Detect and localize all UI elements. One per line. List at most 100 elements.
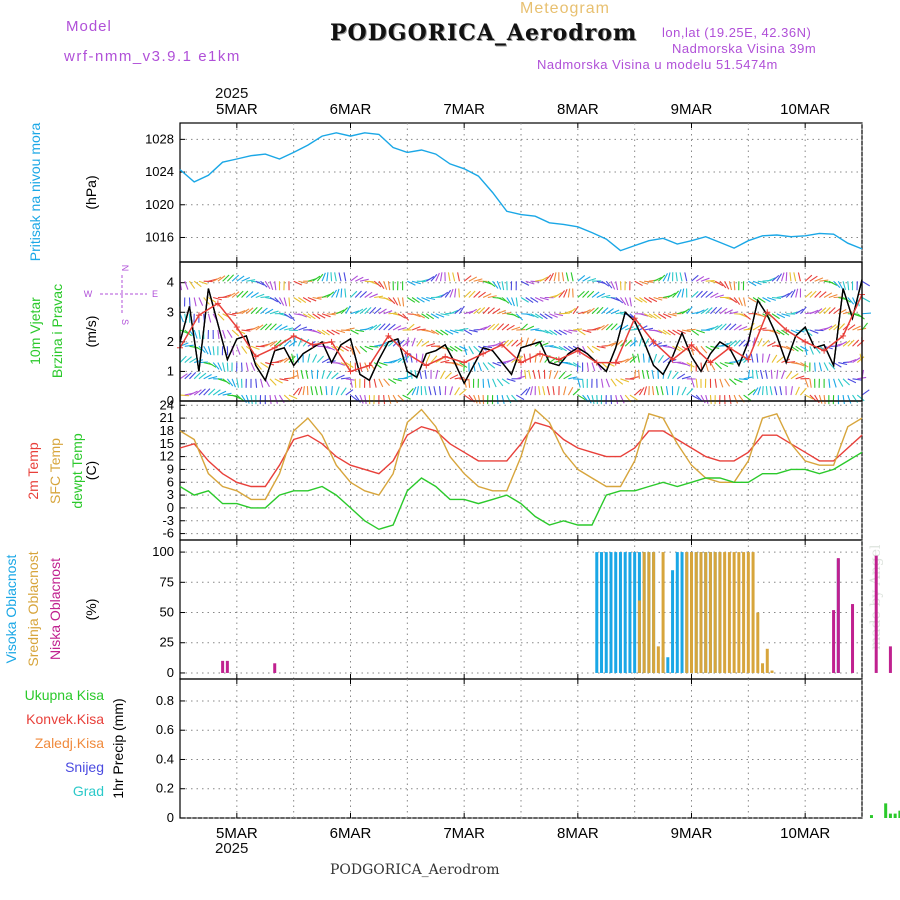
wind-arrow [444,329,454,335]
wind-arrow [326,329,335,336]
wind-arrow [833,343,843,347]
wind-arrow [482,324,492,331]
elevation-label: Nadmorska Visina 39m [672,41,817,56]
wind-arrow [610,378,617,387]
wind-arrow [653,329,663,334]
wind-arrow [544,274,552,282]
wind-arrow [751,369,754,379]
wind-arrow [296,369,299,379]
wind-arrow [757,327,767,331]
wind-arrow [397,326,407,331]
wind-arrow [227,292,236,298]
wind-arrow [520,388,528,396]
wind-arrow [856,356,865,363]
wind-arrow [511,297,515,307]
wind-arrow [307,353,311,363]
wind-arrow [539,313,548,320]
wind-arrow [416,328,426,331]
y-tick-label: 3 [167,487,174,502]
wind-arrow [354,308,364,315]
wind-arrow [454,288,457,298]
wind-arrow [473,394,478,404]
wind-arrow [463,275,472,282]
wind-arrow [615,297,624,304]
total_precip-bar [898,810,900,818]
wind-arrow [402,340,411,347]
wind-arrow [833,378,837,388]
y-tick-label: 2 [167,334,174,349]
wind-arrow [524,369,527,379]
wind-arrow [265,362,275,366]
y-tick-label: 12 [160,449,174,464]
wind-arrow [691,329,700,336]
panel-frame [179,539,863,680]
wind-arrow [260,296,270,299]
wind-arrow [776,273,783,282]
wind-arrow [774,386,778,396]
low_cloud-bar [888,646,892,673]
wind-arrow [624,297,629,307]
wind-arrow [591,291,600,298]
wind-arrow [610,395,613,405]
wind-arrow [264,308,274,315]
wind-arrow [610,309,620,315]
wind-arrow [586,290,595,298]
wind-arrow [449,386,454,396]
wind-arrow [269,378,277,386]
wind-arrow [534,296,544,302]
wind-arrow [752,337,756,347]
cloud-axis-label: Srednja Oblacnost [25,551,41,666]
wind-arrow [226,362,229,372]
wind-arrow [776,356,784,363]
wind-arrow [374,295,384,299]
temp2m-line [179,421,863,488]
wind-arrow [615,378,624,385]
wind-arrow [458,305,465,315]
wind-arrow [539,353,544,363]
wind-arrow [425,354,431,363]
wind-arrow [217,390,227,396]
wind-arrow [188,297,191,307]
wind-arrow [406,323,415,331]
wind-arrow [300,369,304,379]
wind-arrow [729,340,737,347]
y-tick-label: 0 [167,810,174,825]
wind-arrow [728,281,733,291]
wind-arrow [530,280,540,283]
wind-arrow [653,342,663,347]
wind-arrow [207,346,212,356]
wind-arrow [573,328,583,331]
wind-arrow [373,323,382,331]
high_cloud-bar [595,552,599,673]
wind-arrow [478,291,486,298]
wind-arrow [714,280,724,287]
wind-arrow [468,329,478,333]
wind-arrow [728,394,732,405]
wind-arrow [179,329,189,335]
wind-arrow [861,312,872,315]
pressure-line [179,132,863,252]
cloud-axis-label: Niska Oblacnost [47,558,63,660]
y-tick-label: -3 [162,513,174,528]
wind-arrow [487,323,496,331]
y-tick-label: 0.8 [156,693,174,708]
bottom-x-tick-label: 10MAR [780,825,830,842]
wind-arrow [563,362,573,366]
wind-arrow [757,313,767,318]
wind-arrow [638,369,640,379]
wind-arrow [231,274,240,282]
wind-arrow [501,378,510,385]
wind-arrow [847,281,850,291]
wind-arrow [705,362,709,372]
wind-arrow [473,307,481,315]
wind-arrow [738,297,743,306]
wind-arrow [487,378,491,388]
wind-arrow [546,386,550,396]
wind-arrow [800,387,807,396]
wind-arrow [819,291,827,298]
wind-arrow [771,354,778,363]
wind-arrow [336,374,345,380]
wind-arrow [544,329,553,335]
wind-arrow [302,338,310,347]
